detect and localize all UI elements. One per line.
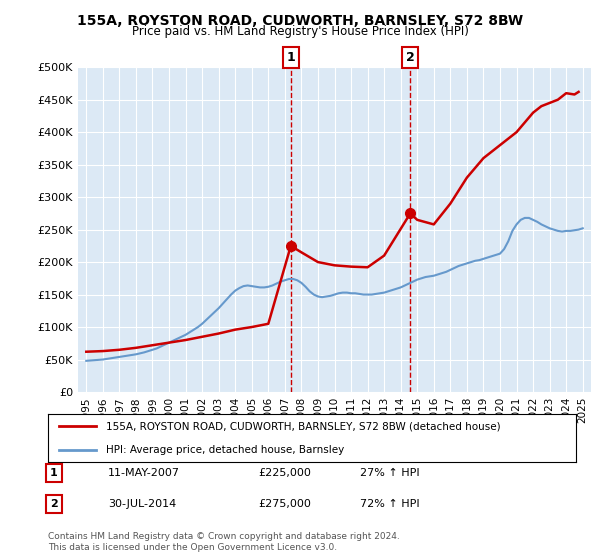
Text: £225,000: £225,000 <box>258 468 311 478</box>
Text: 27% ↑ HPI: 27% ↑ HPI <box>360 468 419 478</box>
Text: Contains HM Land Registry data © Crown copyright and database right 2024.
This d: Contains HM Land Registry data © Crown c… <box>48 532 400 552</box>
Text: 155A, ROYSTON ROAD, CUDWORTH, BARNSLEY, S72 8BW (detached house): 155A, ROYSTON ROAD, CUDWORTH, BARNSLEY, … <box>106 421 501 431</box>
Text: 155A, ROYSTON ROAD, CUDWORTH, BARNSLEY, S72 8BW: 155A, ROYSTON ROAD, CUDWORTH, BARNSLEY, … <box>77 14 523 28</box>
Text: HPI: Average price, detached house, Barnsley: HPI: Average price, detached house, Barn… <box>106 445 344 455</box>
Text: 30-JUL-2014: 30-JUL-2014 <box>108 499 176 509</box>
Text: £275,000: £275,000 <box>258 499 311 509</box>
Text: 11-MAY-2007: 11-MAY-2007 <box>108 468 180 478</box>
Text: 72% ↑ HPI: 72% ↑ HPI <box>360 499 419 509</box>
Text: Price paid vs. HM Land Registry's House Price Index (HPI): Price paid vs. HM Land Registry's House … <box>131 25 469 38</box>
Text: 2: 2 <box>406 51 415 64</box>
Text: 1: 1 <box>50 468 58 478</box>
Text: 1: 1 <box>286 51 295 64</box>
Text: 2: 2 <box>50 499 58 509</box>
